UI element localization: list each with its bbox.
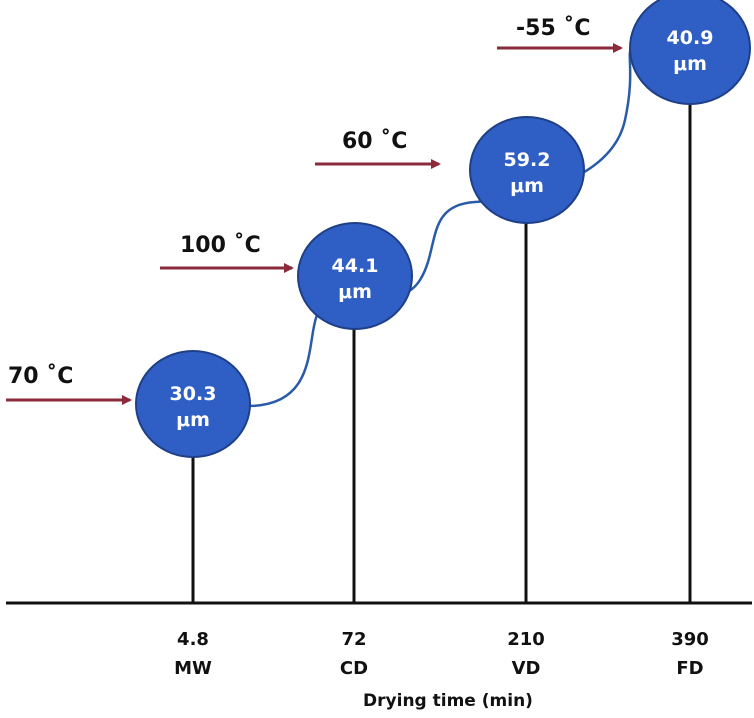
particle-bubble-cd	[297, 222, 413, 330]
method-tick-vd: VD	[512, 658, 541, 679]
stage-fd: -55 ˚C 40.9 μm 390 FD	[497, 0, 751, 679]
stage-mw: 70 ˚C 30.3 μm 4.8 MW	[6, 350, 251, 679]
connecting-curve	[247, 43, 641, 408]
particle-size-value-vd: 59.2	[504, 149, 551, 171]
particle-size-unit-fd: μm	[673, 53, 707, 75]
stage-cd: 100 ˚C 44.1 μm 72 CD	[160, 222, 413, 679]
time-tick-vd: 210	[507, 629, 545, 650]
temperature-label-vd: 60 ˚C	[342, 129, 407, 154]
method-tick-fd: FD	[676, 658, 703, 679]
temperature-label-mw: 70 ˚C	[8, 364, 73, 389]
particle-size-value-cd: 44.1	[332, 255, 379, 277]
method-tick-mw: MW	[174, 658, 212, 679]
particle-size-unit-cd: μm	[338, 281, 372, 303]
particle-bubble-mw	[135, 350, 251, 458]
particle-size-unit-mw: μm	[176, 409, 210, 431]
time-tick-cd: 72	[341, 629, 366, 650]
particle-bubble-fd	[629, 0, 751, 105]
time-tick-mw: 4.8	[177, 629, 209, 650]
temperature-label-cd: 100 ˚C	[180, 233, 261, 258]
particle-size-value-mw: 30.3	[170, 383, 217, 405]
particle-size-value-fd: 40.9	[667, 27, 714, 49]
particle-bubble-vd	[469, 116, 585, 224]
time-tick-fd: 390	[671, 629, 709, 650]
method-tick-cd: CD	[340, 658, 368, 679]
x-axis-title: Drying time (min)	[363, 691, 533, 711]
particle-size-unit-vd: μm	[510, 175, 544, 197]
temperature-label-fd: -55 ˚C	[516, 16, 591, 41]
stage-vd: 60 ˚C 59.2 μm 210 VD	[315, 116, 585, 679]
